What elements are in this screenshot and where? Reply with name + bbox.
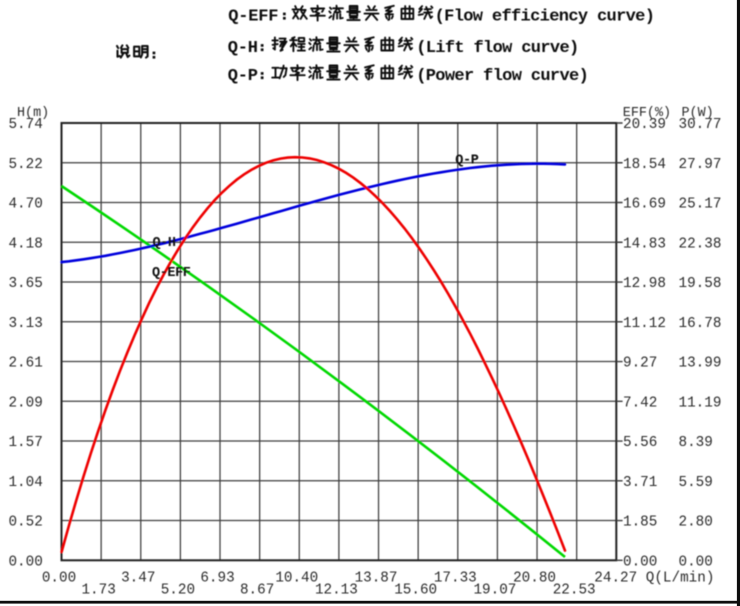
svg-text:19.58: 19.58: [679, 276, 722, 292]
svg-text:2.09: 2.09: [8, 395, 42, 411]
svg-text:1.73: 1.73: [81, 582, 115, 598]
svg-text:5.56: 5.56: [623, 435, 657, 451]
svg-text:12.13: 12.13: [315, 582, 358, 598]
svg-text:3.65: 3.65: [8, 276, 42, 292]
svg-text:0.00: 0.00: [623, 555, 657, 571]
svg-text:12.98: 12.98: [623, 276, 666, 292]
svg-text:3.71: 3.71: [623, 475, 657, 491]
svg-text:2.80: 2.80: [679, 515, 713, 531]
svg-text:20.39: 20.39: [623, 117, 666, 133]
svg-text:(Flow efficiency curve): (Flow efficiency curve): [435, 8, 655, 27]
svg-text:20.80: 20.80: [513, 571, 556, 587]
svg-text:(Power flow curve): (Power flow curve): [416, 67, 588, 86]
svg-text:0.00: 0.00: [679, 555, 713, 571]
svg-text:22.38: 22.38: [679, 236, 722, 252]
svg-text:7.42: 7.42: [623, 395, 657, 411]
svg-text:Q-P: Q-P: [228, 67, 258, 86]
svg-text:3.47: 3.47: [121, 571, 155, 587]
svg-text:1.04: 1.04: [8, 475, 42, 491]
svg-text:EFF(%): EFF(%): [623, 106, 671, 121]
svg-text:4.70: 4.70: [8, 197, 42, 213]
svg-text:4.18: 4.18: [8, 236, 42, 252]
svg-text:6.93: 6.93: [200, 571, 234, 587]
svg-text:14.83: 14.83: [623, 236, 666, 252]
svg-text:16.78: 16.78: [679, 316, 722, 332]
svg-text:18.54: 18.54: [623, 157, 666, 173]
svg-text:8.67: 8.67: [240, 582, 274, 598]
svg-text:Q-H: Q-H: [228, 39, 258, 58]
svg-text:1.85: 1.85: [623, 515, 657, 531]
svg-text:Q-EFF: Q-EFF: [152, 266, 191, 281]
svg-text:19.07: 19.07: [473, 582, 516, 598]
svg-text:22.53: 22.53: [553, 582, 596, 598]
svg-text:5.59: 5.59: [679, 475, 713, 491]
svg-text:13.87: 13.87: [355, 571, 398, 587]
svg-text:16.69: 16.69: [623, 197, 666, 213]
svg-text:5.74: 5.74: [8, 117, 42, 133]
svg-text:30.77: 30.77: [679, 117, 722, 133]
svg-text:15.60: 15.60: [394, 582, 437, 598]
svg-text:0.00: 0.00: [8, 555, 42, 571]
svg-text:Q-EFF: Q-EFF: [228, 8, 278, 27]
svg-text:2.61: 2.61: [8, 356, 42, 372]
svg-text:27.97: 27.97: [679, 157, 722, 173]
svg-text:H(m): H(m): [17, 106, 49, 121]
svg-text:17.33: 17.33: [434, 571, 477, 587]
svg-text:(Lift flow curve): (Lift flow curve): [416, 39, 578, 58]
svg-text:13.99: 13.99: [679, 356, 722, 372]
svg-text:10.40: 10.40: [275, 571, 318, 587]
svg-text:8.39: 8.39: [679, 435, 713, 451]
svg-text:3.13: 3.13: [8, 316, 42, 332]
svg-text:Q-P: Q-P: [455, 153, 478, 168]
svg-text:0.52: 0.52: [8, 515, 42, 531]
svg-text:Q-H: Q-H: [153, 236, 176, 251]
svg-text:11.19: 11.19: [679, 395, 722, 411]
svg-text:9.27: 9.27: [623, 356, 657, 372]
svg-text:5.20: 5.20: [161, 582, 195, 598]
svg-text:5.22: 5.22: [8, 157, 42, 173]
svg-text:11.12: 11.12: [623, 316, 666, 332]
svg-text:1.57: 1.57: [8, 435, 42, 451]
svg-text:P(W): P(W): [682, 106, 714, 121]
svg-text:24.27 Q(L/min): 24.27 Q(L/min): [594, 571, 714, 587]
svg-text:25.17: 25.17: [679, 197, 722, 213]
svg-text:0.00: 0.00: [42, 571, 76, 587]
